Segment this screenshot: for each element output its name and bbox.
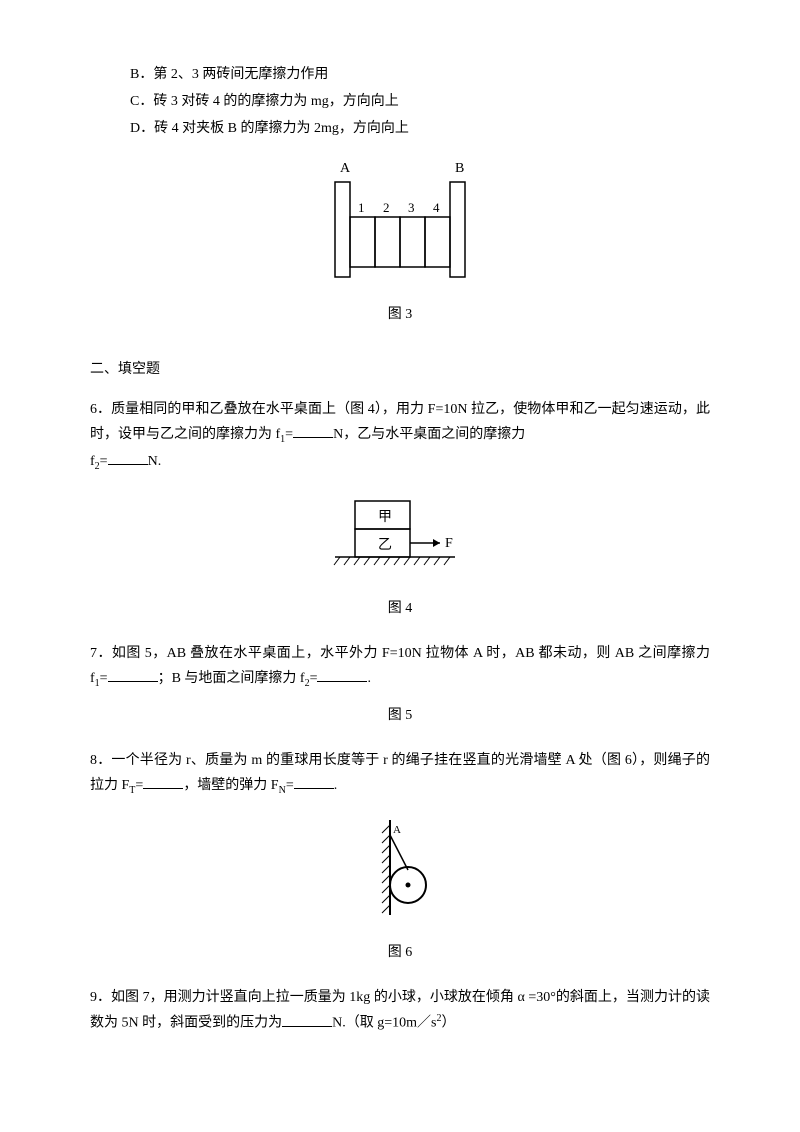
- question-8: 8．一个半径为 r、质量为 m 的重球用长度等于 r 的绳子挂在竖直的光滑墙壁 …: [90, 748, 710, 800]
- option-c: C．砖 3 对砖 4 的的摩擦力为 mg，方向向上: [90, 89, 710, 114]
- question-7: 7．如图 5，AB 叠放在水平桌面上，水平外力 F=10N 拉物体 A 时，AB…: [90, 641, 710, 693]
- q6-p2: =: [285, 427, 293, 442]
- fig4-caption: 图 4: [90, 596, 710, 621]
- q9-p2: N.（取 g=10m／s: [332, 1016, 436, 1031]
- figure-3: A B 1 2 3 4: [90, 157, 710, 287]
- svg-text:1: 1: [358, 200, 365, 215]
- q7-p3: ；B 与地面之间摩擦力 f: [158, 671, 305, 686]
- q9-blank1[interactable]: [282, 1012, 332, 1027]
- q8-p5: .: [334, 778, 338, 793]
- fig3-label-b: B: [455, 161, 464, 176]
- q7-p2: =: [100, 671, 108, 686]
- question-9: 9．如图 7，用测力计竖直向上拉一质量为 1kg 的小球，小球放在倾角 α =3…: [90, 985, 710, 1036]
- figure-4: 甲 乙 F: [90, 491, 710, 581]
- q8-subN: N: [279, 785, 286, 796]
- svg-text:4: 4: [433, 200, 440, 215]
- q6-p5: =: [100, 454, 108, 469]
- q6-blank1[interactable]: [293, 423, 333, 438]
- fig3-label-a: A: [340, 161, 351, 176]
- svg-text:F: F: [445, 536, 453, 551]
- q9-p3: ）: [441, 1016, 455, 1031]
- q7-p4: =: [310, 671, 318, 686]
- figure-6: A: [90, 815, 710, 925]
- q7-p5: .: [367, 671, 371, 686]
- fig6-caption: 图 6: [90, 940, 710, 965]
- svg-text:乙: 乙: [378, 537, 392, 553]
- q8-blank1[interactable]: [143, 774, 183, 789]
- q6-blank2[interactable]: [108, 450, 148, 465]
- svg-text:2: 2: [383, 200, 390, 215]
- q8-p4: =: [286, 778, 294, 793]
- q7-blank2[interactable]: [317, 667, 367, 682]
- q6-p6: N.: [148, 454, 162, 469]
- fig3-caption: 图 3: [90, 302, 710, 327]
- q7-blank1[interactable]: [108, 667, 158, 682]
- option-b: B．第 2、3 两砖间无摩擦力作用: [90, 62, 710, 87]
- svg-text:3: 3: [408, 200, 415, 215]
- svg-text:A: A: [393, 824, 401, 836]
- q6-p3: N，乙与水平桌面之间的摩擦力: [333, 427, 525, 442]
- q8-p2: =: [135, 778, 143, 793]
- option-d: D．砖 4 对夹板 B 的摩擦力为 2mg，方向向上: [90, 116, 710, 141]
- q8-blank2[interactable]: [294, 774, 334, 789]
- svg-text:甲: 甲: [378, 510, 392, 525]
- question-6: 6．质量相同的甲和乙叠放在水平桌面上（图 4），用力 F=10N 拉乙，使物体甲…: [90, 397, 710, 476]
- fig5-caption: 图 5: [90, 703, 710, 728]
- q8-p3: ，墙壁的弹力 F: [183, 778, 278, 793]
- section-title: 二、填空题: [90, 357, 710, 382]
